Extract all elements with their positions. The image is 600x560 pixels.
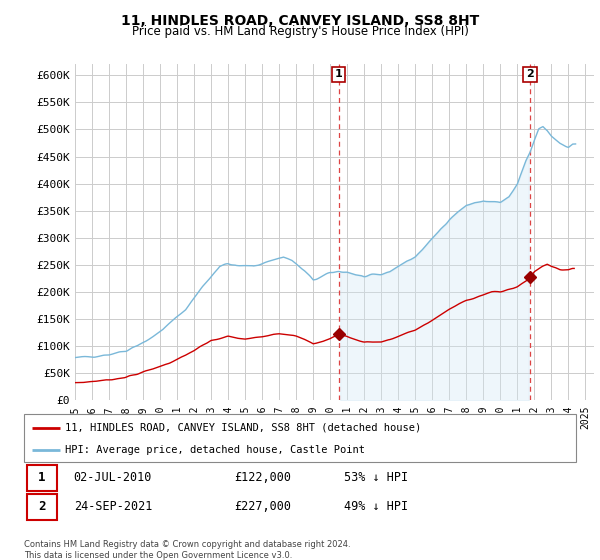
Text: HPI: Average price, detached house, Castle Point: HPI: Average price, detached house, Cast…	[65, 445, 365, 455]
Text: 53% ↓ HPI: 53% ↓ HPI	[344, 471, 408, 484]
Text: £227,000: £227,000	[234, 500, 291, 513]
Text: Price paid vs. HM Land Registry's House Price Index (HPI): Price paid vs. HM Land Registry's House …	[131, 25, 469, 38]
FancyBboxPatch shape	[27, 465, 57, 491]
Text: 2: 2	[526, 69, 534, 80]
Text: £122,000: £122,000	[234, 471, 291, 484]
FancyBboxPatch shape	[27, 494, 57, 520]
Text: 11, HINDLES ROAD, CANVEY ISLAND, SS8 8HT (detached house): 11, HINDLES ROAD, CANVEY ISLAND, SS8 8HT…	[65, 423, 422, 433]
Text: 1: 1	[38, 471, 46, 484]
FancyBboxPatch shape	[24, 414, 576, 462]
Text: 24-SEP-2021: 24-SEP-2021	[74, 500, 152, 513]
Text: 1: 1	[335, 69, 343, 80]
Text: Contains HM Land Registry data © Crown copyright and database right 2024.
This d: Contains HM Land Registry data © Crown c…	[24, 540, 350, 560]
Text: 11, HINDLES ROAD, CANVEY ISLAND, SS8 8HT: 11, HINDLES ROAD, CANVEY ISLAND, SS8 8HT	[121, 14, 479, 28]
Text: 2: 2	[38, 500, 46, 513]
Text: 49% ↓ HPI: 49% ↓ HPI	[344, 500, 408, 513]
Text: 02-JUL-2010: 02-JUL-2010	[74, 471, 152, 484]
